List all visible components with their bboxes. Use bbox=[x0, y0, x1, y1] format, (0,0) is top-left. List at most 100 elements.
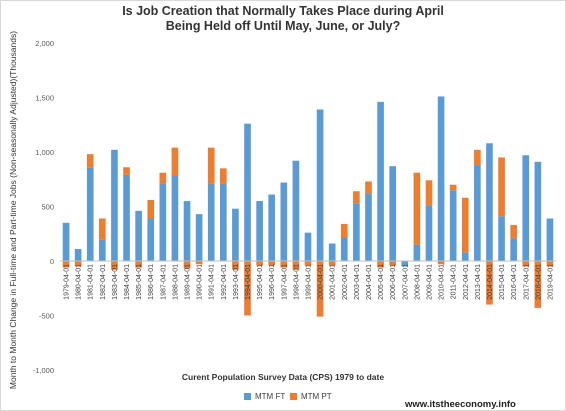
bar-mtm-ft bbox=[546, 218, 554, 261]
bar-mtm-pt bbox=[365, 181, 372, 194]
bar-mtm-ft bbox=[195, 214, 203, 261]
bar-mtm-pt bbox=[62, 261, 70, 268]
bar-mtm-pt bbox=[159, 172, 167, 184]
bar-mtm-ft bbox=[123, 174, 130, 261]
x-tick-label: 2003-04-01 bbox=[354, 264, 361, 300]
bar-mtm-pt bbox=[546, 261, 554, 267]
bar-mtm-pt bbox=[340, 223, 348, 238]
bar-mtm-ft bbox=[135, 210, 142, 261]
bar-mtm-ft bbox=[401, 261, 409, 267]
x-tick-label: 1980-04-01 bbox=[76, 264, 83, 300]
x-tick-label: 2010-04-01 bbox=[439, 264, 446, 300]
bar-mtm-pt bbox=[207, 147, 215, 184]
x-tick-label: 1990-04-01 bbox=[197, 264, 204, 300]
bar-mtm-pt bbox=[486, 261, 493, 305]
x-tick-label: 2014-04-01 bbox=[487, 264, 494, 300]
bar-mtm-pt bbox=[135, 261, 142, 268]
x-tick-label: 1988-04-01 bbox=[172, 264, 179, 300]
bar-mtm-pt bbox=[353, 191, 360, 204]
bar-mtm-pt bbox=[413, 172, 421, 245]
x-tick-label: 2000-04-01 bbox=[318, 264, 325, 300]
x-tick-label: 2018-04-01 bbox=[535, 264, 542, 300]
bar-mtm-pt bbox=[510, 225, 517, 239]
bar-mtm-ft bbox=[498, 216, 505, 261]
y-tick-label: 2,000 bbox=[35, 39, 54, 48]
x-tick-label: 1989-04-01 bbox=[185, 264, 192, 300]
x-tick-label: 1983-04-01 bbox=[112, 264, 119, 300]
x-tick-label: 1985-04-01 bbox=[136, 264, 143, 300]
chart-title-line-2: Being Held off Until May, June, or July? bbox=[165, 19, 401, 33]
x-tick-label: 1982-04-01 bbox=[100, 264, 107, 300]
bar-mtm-pt bbox=[280, 261, 288, 268]
x-tick-label: 2008-04-01 bbox=[414, 264, 421, 300]
bar-mtm-ft bbox=[74, 249, 82, 261]
x-tick-label: 2002-04-01 bbox=[342, 264, 349, 300]
x-tick-label: 1994-04-01 bbox=[245, 264, 252, 300]
bar-mtm-pt bbox=[304, 261, 312, 266]
bar-mtm-ft bbox=[62, 222, 70, 261]
x-tick-label: 2016-04-01 bbox=[511, 264, 518, 300]
bar-mtm-pt bbox=[449, 184, 457, 191]
y-tick-label: 1,500 bbox=[35, 94, 54, 103]
bar-mtm-ft bbox=[365, 193, 372, 261]
bar-mtm-pt bbox=[99, 218, 106, 240]
x-tick-label: 2001-04-01 bbox=[330, 264, 337, 300]
x-tick-label: 1991-04-01 bbox=[209, 264, 216, 300]
bar-mtm-ft bbox=[280, 182, 288, 261]
y-tick-label: -500 bbox=[39, 312, 54, 321]
bar-mtm-ft bbox=[534, 161, 542, 261]
bar-mtm-ft bbox=[328, 243, 336, 261]
bar-mtm-pt bbox=[74, 261, 82, 267]
x-tick-label: 2004-04-01 bbox=[366, 264, 373, 300]
x-tick-label: 2006-04-01 bbox=[390, 264, 397, 300]
x-tick-label: 1997-04-01 bbox=[281, 264, 288, 300]
legend-swatch-ft bbox=[244, 393, 251, 400]
x-axis-label: Curent Population Survey Data (CPS) 1979… bbox=[181, 372, 385, 382]
legend-item-pt: MTM PT bbox=[290, 392, 332, 401]
x-tick-label: 2007-04-01 bbox=[402, 264, 409, 300]
bar-mtm-ft bbox=[244, 123, 251, 261]
bar-mtm-ft bbox=[522, 155, 530, 261]
bar-mtm-ft bbox=[99, 239, 106, 261]
bar-mtm-ft bbox=[86, 167, 94, 261]
bar-mtm-ft bbox=[413, 244, 421, 261]
bars bbox=[62, 96, 554, 317]
bar-mtm-ft bbox=[425, 205, 433, 261]
bar-mtm-pt bbox=[474, 149, 481, 166]
bar-mtm-ft bbox=[449, 190, 457, 261]
x-tick-label: 1986-04-01 bbox=[148, 264, 155, 300]
x-tick-label: 1995-04-01 bbox=[257, 264, 264, 300]
x-tick-label: 2005-04-01 bbox=[378, 264, 385, 300]
x-tick-label: 1987-04-01 bbox=[160, 264, 167, 300]
bar-mtm-pt bbox=[268, 261, 276, 266]
bar-mtm-ft bbox=[474, 165, 481, 261]
y-tick-label: 500 bbox=[41, 203, 54, 212]
bar-mtm-ft bbox=[232, 208, 239, 261]
bar-mtm-ft bbox=[389, 166, 397, 261]
legend-label-ft: MTM FT bbox=[255, 392, 286, 401]
chart-title: Is Job Creation that Normally Takes Plac… bbox=[0, 4, 566, 34]
bar-mtm-pt bbox=[183, 261, 191, 269]
bar-mtm-ft bbox=[111, 149, 118, 261]
bar-mtm-pt bbox=[195, 261, 203, 265]
bar-mtm-pt bbox=[232, 261, 239, 270]
x-tick-label: 2017-04-01 bbox=[523, 264, 530, 300]
bar-mtm-ft bbox=[268, 194, 276, 261]
bar-mtm-pt bbox=[123, 167, 130, 175]
bar-mtm-pt bbox=[522, 261, 530, 267]
bar-mtm-pt bbox=[219, 168, 227, 184]
legend-swatch-pt bbox=[290, 393, 297, 400]
y-tick-label: 1,000 bbox=[35, 148, 54, 157]
bar-mtm-ft bbox=[486, 143, 493, 261]
x-tick-label: 1981-04-01 bbox=[88, 264, 95, 300]
bar-mtm-ft bbox=[510, 238, 517, 261]
bar-mtm-pt bbox=[86, 154, 94, 168]
bar-mtm-ft bbox=[183, 201, 191, 261]
bar-mtm-pt bbox=[534, 261, 542, 308]
bar-mtm-ft bbox=[219, 183, 227, 261]
bar-mtm-pt bbox=[256, 261, 263, 266]
legend-item-ft: MTM FT bbox=[244, 392, 285, 401]
legend-label-pt: MTM PT bbox=[301, 392, 332, 401]
x-tick-label: 2019-04-01 bbox=[547, 264, 554, 300]
bar-mtm-ft bbox=[159, 183, 167, 261]
